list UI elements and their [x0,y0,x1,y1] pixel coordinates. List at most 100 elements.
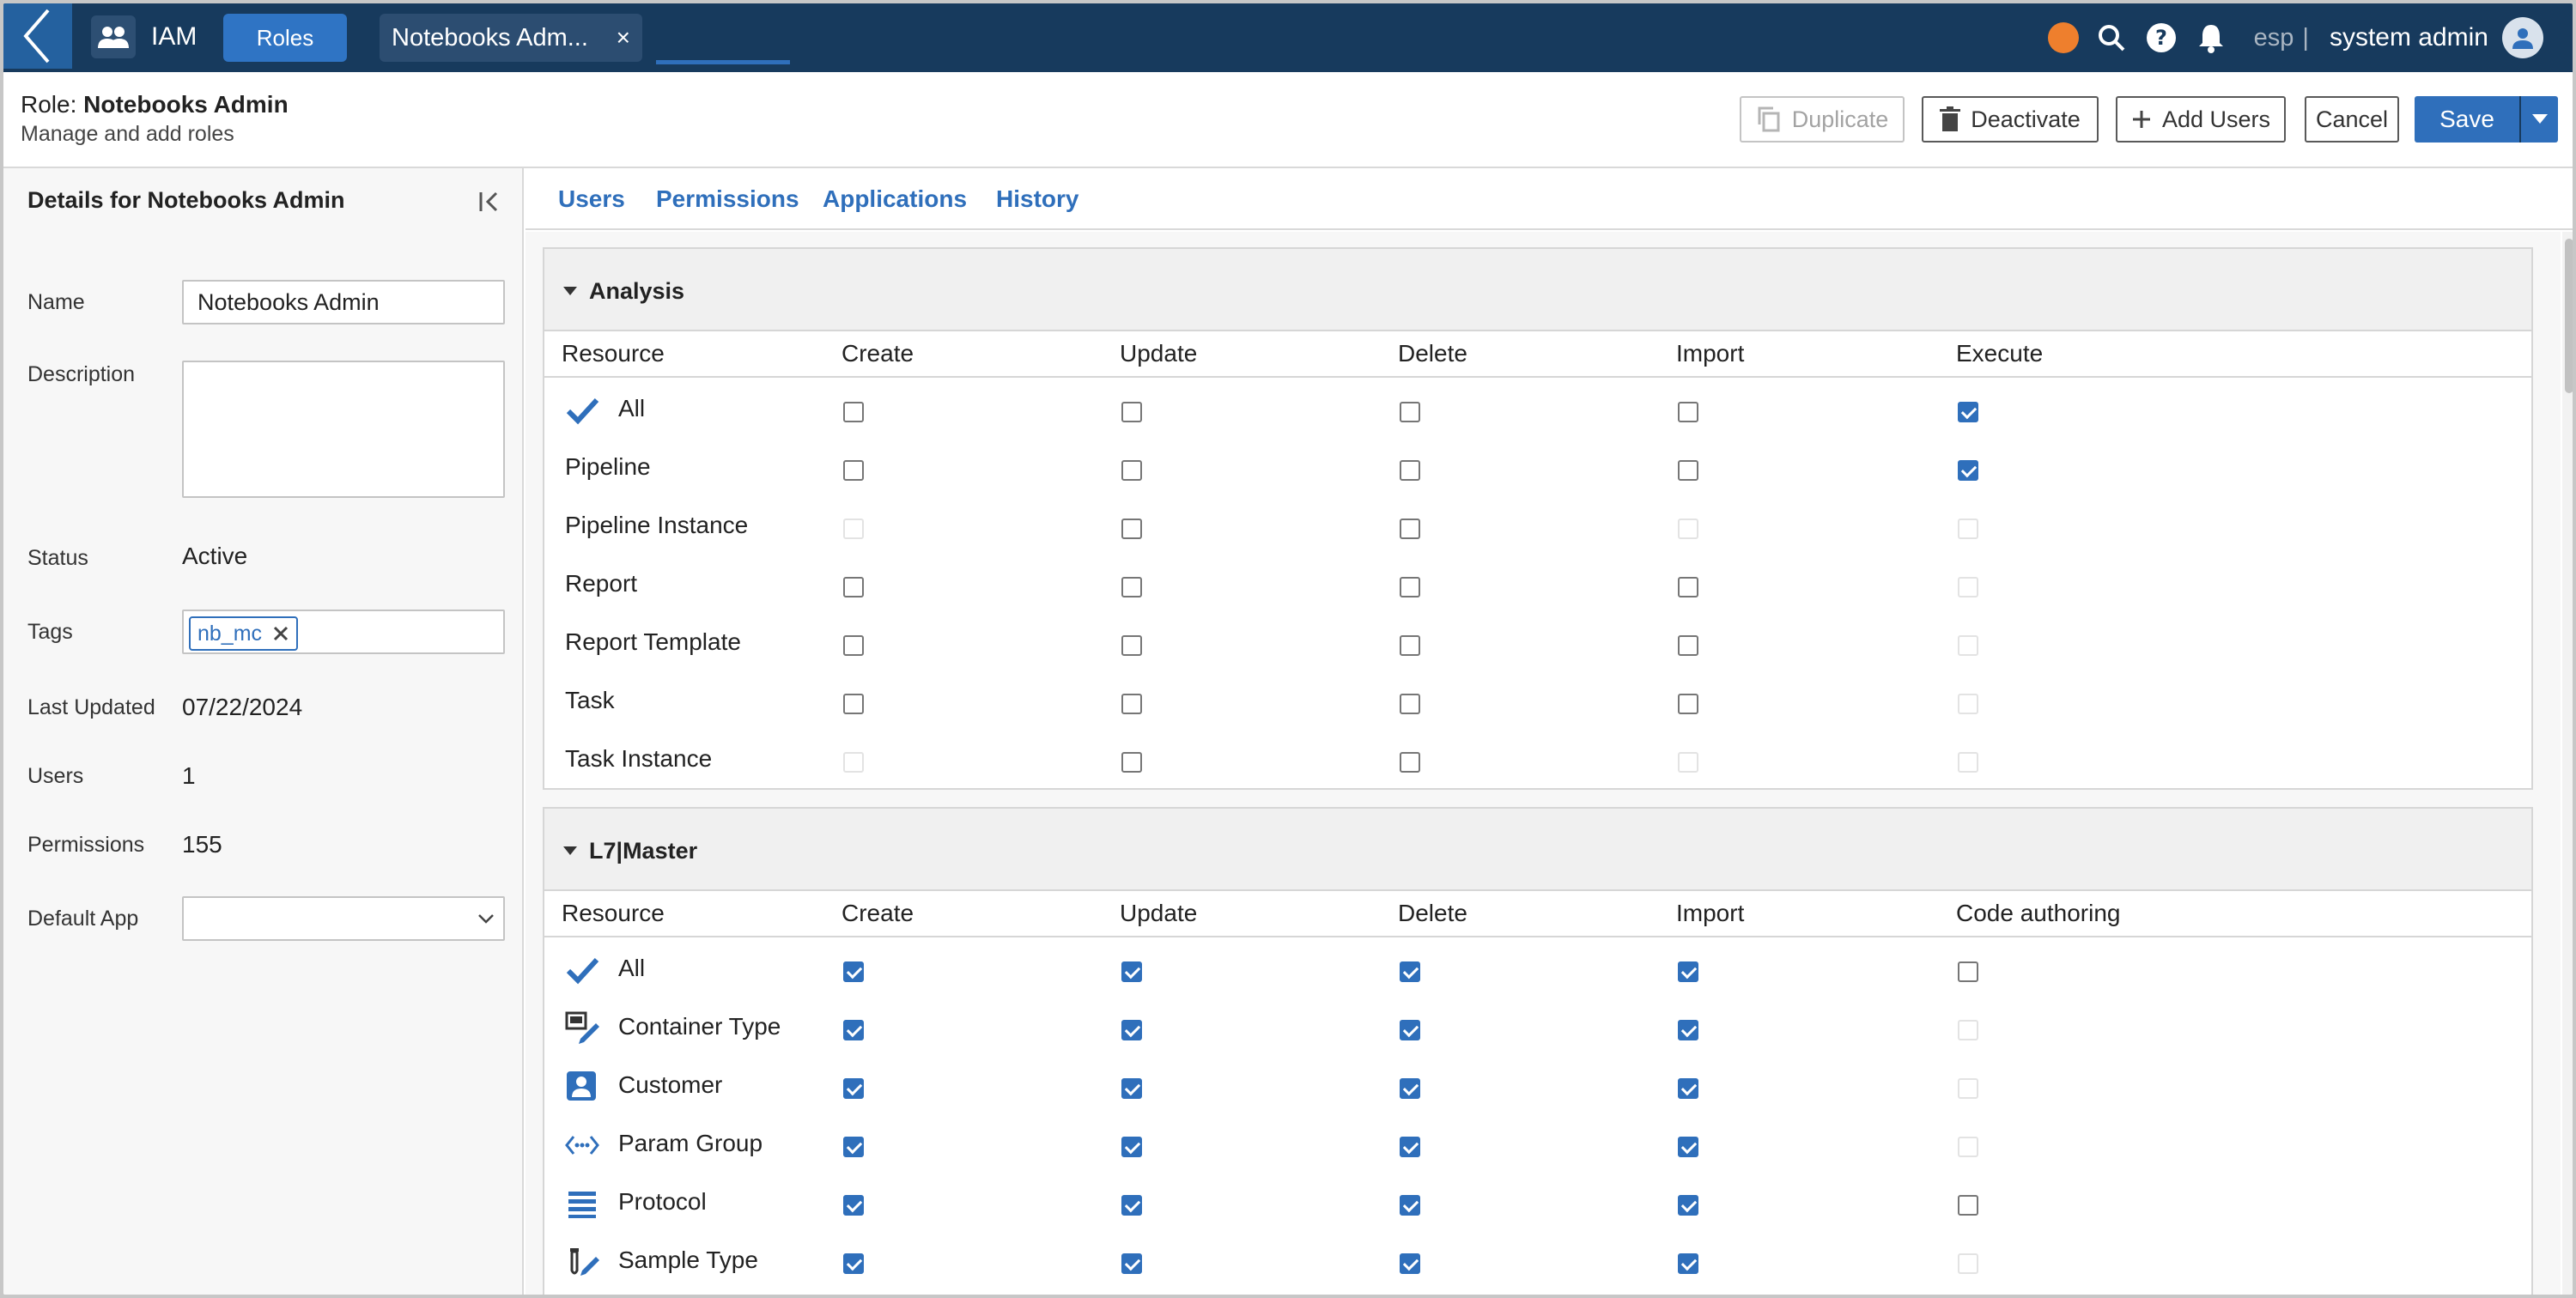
import-checkbox[interactable] [1678,1195,1698,1216]
import-checkbox[interactable] [1678,460,1698,481]
delete-checkbox[interactable] [1400,961,1420,982]
import-checkbox[interactable] [1678,1253,1698,1274]
update-checkbox[interactable] [1121,1195,1142,1216]
create-checkbox[interactable] [843,460,864,481]
update-checkbox[interactable] [1121,1137,1142,1157]
permission-row: Report [544,555,2531,613]
import-checkbox[interactable] [1678,961,1698,982]
create-checkbox [843,519,864,539]
description-field[interactable] [182,361,505,498]
open-record-tab[interactable]: Notebooks Adm... × [380,14,642,62]
column-header-row: Resource Create Update Delete Import Cod… [544,891,2531,937]
permission-row: Task Instance [544,730,2531,788]
create-checkbox[interactable] [843,1195,864,1216]
tab-applications[interactable]: Applications [823,185,968,212]
update-checkbox[interactable] [1121,635,1142,656]
cancel-button[interactable]: Cancel [2305,96,2399,143]
bell-icon[interactable] [2196,22,2227,53]
code-authoring-checkbox [1958,1078,1978,1099]
execute-checkbox[interactable] [1958,460,1978,481]
update-checkbox[interactable] [1121,1020,1142,1040]
delete-checkbox[interactable] [1400,694,1420,714]
deactivate-label: Deactivate [1971,106,2081,132]
delete-checkbox[interactable] [1400,577,1420,597]
column-header-delete: Delete [1398,340,1467,367]
code-authoring-checkbox[interactable] [1958,961,1978,982]
create-checkbox[interactable] [843,1253,864,1274]
create-checkbox[interactable] [843,1137,864,1157]
duplicate-button[interactable]: Duplicate [1740,96,1905,143]
code-authoring-checkbox[interactable] [1958,1195,1978,1216]
default-app-select[interactable] [182,896,505,941]
delete-checkbox[interactable] [1400,402,1420,422]
delete-checkbox[interactable] [1400,1137,1420,1157]
delete-checkbox[interactable] [1400,635,1420,656]
app-switcher[interactable]: IAM [91,15,197,58]
content-scrollbar[interactable] [2562,232,2573,1295]
name-field[interactable]: Notebooks Admin [182,280,505,324]
create-checkbox[interactable] [843,694,864,714]
column-header-create: Create [841,900,914,926]
create-checkbox[interactable] [843,1078,864,1099]
delete-checkbox[interactable] [1400,519,1420,539]
copy-icon [1758,106,1780,132]
import-checkbox[interactable] [1678,577,1698,597]
tab-users[interactable]: Users [558,185,625,212]
update-checkbox[interactable] [1121,460,1142,481]
create-checkbox[interactable] [843,402,864,422]
status-indicator[interactable] [2047,22,2079,53]
create-checkbox[interactable] [843,635,864,656]
user-name[interactable]: system admin [2329,23,2488,52]
permissions-content: Analysis Resource Create Update Delete I… [526,232,2561,1295]
create-checkbox[interactable] [843,1020,864,1040]
update-checkbox[interactable] [1121,519,1142,539]
create-checkbox[interactable] [843,577,864,597]
close-tab-icon[interactable]: × [616,24,630,51]
remove-tag-icon[interactable] [272,625,289,642]
delete-checkbox[interactable] [1400,752,1420,773]
deactivate-button[interactable]: Deactivate [1922,96,2099,143]
section-header[interactable]: L7|Master [544,809,2531,891]
import-checkbox[interactable] [1678,1137,1698,1157]
add-users-button[interactable]: Add Users [2116,96,2286,143]
collapse-panel-icon[interactable] [477,189,503,215]
column-header-update: Update [1120,340,1198,367]
delete-checkbox[interactable] [1400,460,1420,481]
save-options-button[interactable] [2519,96,2558,143]
roles-nav-button[interactable]: Roles [223,14,347,62]
scrollbar-thumb[interactable] [2565,239,2573,393]
update-checkbox[interactable] [1121,1253,1142,1274]
language-selector[interactable]: esp [2253,23,2294,52]
delete-checkbox[interactable] [1400,1020,1420,1040]
import-checkbox[interactable] [1678,1020,1698,1040]
delete-checkbox[interactable] [1400,1253,1420,1274]
update-checkbox[interactable] [1121,694,1142,714]
chevron-left-icon [23,9,50,64]
avatar[interactable] [2502,17,2543,58]
delete-checkbox[interactable] [1400,1078,1420,1099]
delete-checkbox[interactable] [1400,1195,1420,1216]
import-checkbox[interactable] [1678,402,1698,422]
section-header[interactable]: Analysis [544,249,2531,331]
container-type-icon [565,1011,599,1046]
column-header-code-authoring: Code authoring [1956,900,2121,926]
update-checkbox[interactable] [1121,1078,1142,1099]
back-button[interactable] [3,3,72,69]
tags-field[interactable]: nb_mc [182,610,505,654]
import-checkbox[interactable] [1678,1078,1698,1099]
trash-icon [1940,106,1961,131]
tab-history[interactable]: History [996,185,1079,212]
execute-checkbox[interactable] [1958,402,1978,422]
update-checkbox[interactable] [1121,402,1142,422]
import-checkbox[interactable] [1678,694,1698,714]
column-header-resource: Resource [562,900,665,926]
update-checkbox[interactable] [1121,577,1142,597]
create-checkbox[interactable] [843,961,864,982]
update-checkbox[interactable] [1121,961,1142,982]
save-button[interactable]: Save [2439,106,2494,132]
import-checkbox[interactable] [1678,635,1698,656]
update-checkbox[interactable] [1121,752,1142,773]
help-icon[interactable]: ? [2146,22,2177,53]
search-icon[interactable] [2096,22,2127,53]
tab-permissions[interactable]: Permissions [656,185,799,212]
